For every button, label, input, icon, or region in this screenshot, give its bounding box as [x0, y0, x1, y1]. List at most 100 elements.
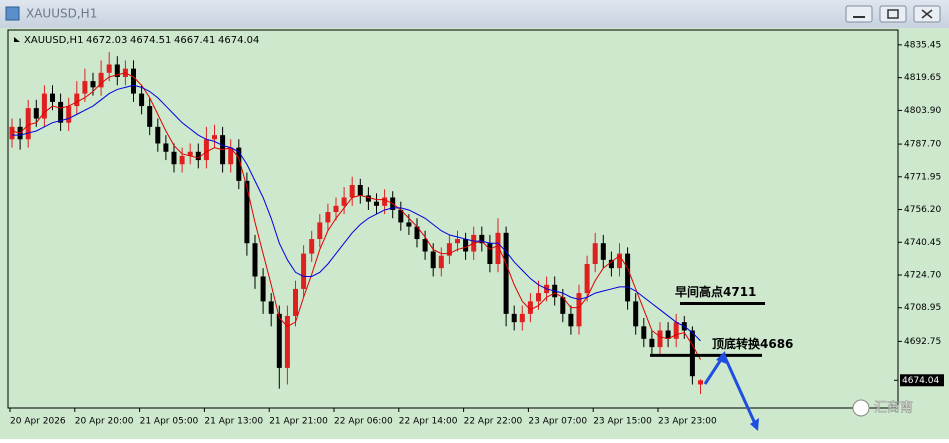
candle-body [430, 251, 436, 269]
candle-body [187, 151, 193, 156]
x-tick-label: 23 Apr 15:00 [593, 417, 652, 427]
candle-body [438, 255, 444, 269]
candle-body [617, 253, 622, 269]
candle-body [600, 243, 606, 260]
candle-body [698, 380, 703, 385]
candle-body [608, 259, 614, 269]
candle-body [349, 185, 355, 198]
y-tick-label: 4787.70 [904, 140, 941, 150]
candle-body [633, 301, 639, 327]
candle-body [228, 147, 234, 165]
x-tick-label: 20 Apr 2026 [10, 417, 66, 427]
candle-body [455, 239, 460, 244]
y-tick-label: 4819.65 [904, 73, 941, 83]
candle-body [463, 239, 469, 252]
candle-body [657, 330, 663, 348]
candle-body [689, 330, 695, 377]
candle-body [33, 108, 39, 119]
candle-body [106, 64, 112, 73]
header-symbol: XAUUSD,H1 [24, 35, 83, 46]
candle-body [195, 151, 201, 161]
candle-body [252, 243, 258, 277]
candle-body [244, 180, 250, 244]
candle-body [641, 326, 647, 339]
candle-body [309, 239, 315, 254]
candle-body [163, 143, 169, 152]
candle-body [365, 195, 371, 202]
y-tick-label: 4835.45 [904, 40, 941, 50]
candle-body [398, 209, 404, 223]
candle-body [357, 185, 363, 196]
plot-border [7, 29, 899, 409]
candle-body [422, 239, 428, 252]
x-tick-label: 21 Apr 05:00 [140, 417, 199, 427]
y-tick-label: 4708.95 [904, 303, 941, 313]
candle-body [446, 243, 452, 256]
x-tick-label: 21 Apr 21:00 [269, 417, 328, 427]
moving-average [11, 72, 701, 360]
watermark-icon [852, 399, 870, 417]
candle-body [511, 313, 517, 323]
candle-body [98, 72, 104, 88]
candle-body [41, 93, 47, 119]
y-tick-label: 4771.95 [904, 172, 941, 182]
x-tick-label: 20 Apr 20:00 [75, 417, 134, 427]
plot-area: 4835.45 4819.65 4803.90 4787.70 4771.95 4756.… [9, 40, 944, 427]
candle-body [131, 68, 136, 94]
y-tick-label: 4740.45 [904, 238, 941, 248]
candle-body [50, 93, 55, 102]
window-icon [5, 6, 20, 21]
candle-body [236, 147, 242, 181]
candle-body [495, 232, 501, 264]
y-tick-label: 4756.20 [904, 205, 941, 215]
candle-body [293, 288, 298, 316]
candle-body [171, 151, 177, 165]
arrow-head-up [716, 351, 727, 364]
price-label: 4674.04 [902, 376, 939, 386]
title-bar [0, 0, 949, 28]
header-low: 4667.41 [174, 35, 215, 46]
candle-body [25, 108, 31, 140]
candle-body [479, 234, 485, 244]
x-tick-label: 21 Apr 13:00 [204, 417, 263, 427]
y-tick-label: 4724.70 [904, 271, 941, 281]
candle-body [203, 139, 209, 161]
candle-body [333, 205, 339, 213]
candle-body [382, 197, 388, 206]
price-box [900, 374, 944, 387]
header-high: 4674.51 [130, 35, 171, 46]
minimize-button[interactable] [845, 5, 873, 23]
candle-body [592, 243, 598, 264]
candle-body [58, 101, 64, 123]
watermark: 汇商南 [874, 400, 913, 416]
candle-body [649, 338, 655, 348]
candle-body [576, 293, 582, 327]
x-tick-label: 23 Apr 23:00 [658, 417, 717, 427]
candle-body [284, 315, 290, 368]
candle-body [560, 297, 566, 314]
y-tick-label: 4803.90 [904, 106, 941, 116]
y-tick-label: 4692.75 [904, 337, 941, 347]
annotation: 早间高点4711 [675, 284, 756, 299]
candle-body [317, 222, 323, 240]
x-tick-label: 22 Apr 14:00 [399, 417, 458, 427]
close-icon [921, 9, 933, 19]
candle-body [341, 197, 347, 206]
candle-body [519, 313, 525, 323]
candle-body [114, 64, 120, 77]
x-tick-label: 22 Apr 22:00 [464, 417, 523, 427]
candle-body [90, 81, 96, 88]
candle-body [414, 226, 420, 240]
maximize-button[interactable] [879, 5, 907, 23]
maximize-icon [887, 9, 899, 19]
candle-body [406, 222, 412, 227]
candle-body [673, 322, 679, 339]
x-tick-label: 22 Apr 06:00 [334, 417, 393, 427]
candle-body [374, 201, 379, 206]
window-title: XAUUSD,H1 [26, 7, 97, 21]
candle-body [9, 126, 15, 140]
candle-body [276, 313, 282, 368]
candle-body [487, 243, 493, 264]
candle-body [260, 276, 266, 302]
